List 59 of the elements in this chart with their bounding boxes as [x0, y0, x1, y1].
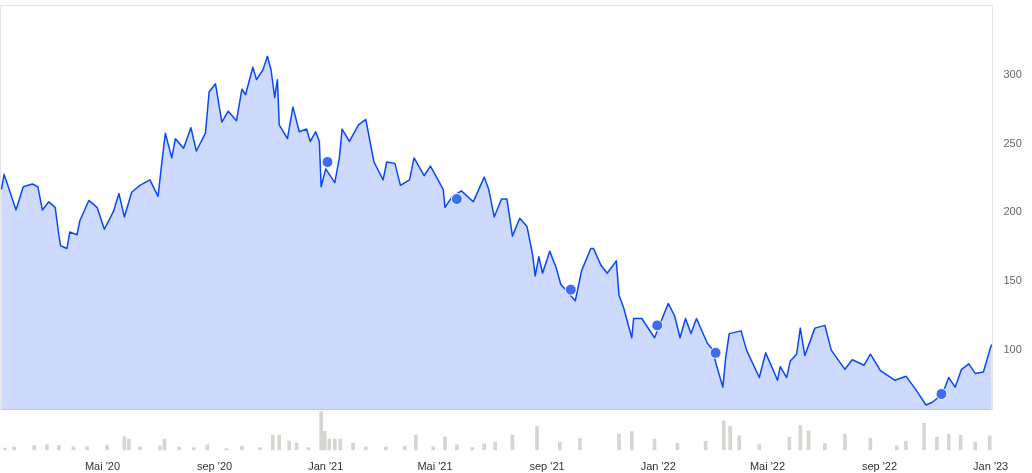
y-tick-label: 300	[1003, 68, 1022, 81]
point	[935, 388, 948, 401]
bar	[629, 431, 634, 451]
x-tick-label: sep '20	[197, 459, 233, 472]
bar	[319, 411, 323, 451]
bar	[904, 441, 908, 451]
bar	[757, 444, 762, 451]
bar	[45, 444, 49, 451]
bar	[721, 420, 726, 451]
bar	[258, 447, 262, 451]
bar	[205, 444, 210, 451]
bar	[56, 445, 61, 451]
x-tick-label: Mai '22	[749, 459, 786, 472]
bar	[843, 433, 847, 451]
bar	[443, 436, 447, 451]
bar	[271, 434, 275, 451]
bar	[403, 445, 407, 451]
bar	[973, 441, 978, 451]
bar	[737, 435, 742, 451]
bar	[240, 445, 244, 451]
bar	[895, 445, 899, 451]
bar	[277, 434, 282, 451]
y-tick-label: 250	[1003, 136, 1022, 149]
bar	[414, 434, 418, 451]
bar	[935, 436, 939, 451]
bar	[482, 443, 487, 451]
bar	[455, 444, 459, 451]
point	[321, 156, 334, 168]
bar	[617, 433, 621, 451]
x-tick-label: Jan '23	[973, 459, 1009, 472]
x-tick-label: Mai '20	[84, 459, 121, 472]
bar	[578, 437, 582, 451]
bar	[823, 443, 827, 451]
bar	[557, 441, 562, 451]
bar	[946, 433, 951, 451]
y-tick-label: 200	[1003, 205, 1022, 218]
point	[450, 193, 463, 206]
bar	[287, 440, 292, 451]
point	[564, 283, 577, 296]
bar	[493, 441, 497, 451]
bar	[351, 442, 355, 451]
bar	[987, 435, 992, 451]
point	[651, 319, 664, 332]
bar	[675, 443, 680, 451]
bar	[32, 445, 37, 451]
x-tick-label: sep '22	[861, 459, 898, 472]
y-tick-label: 150	[1003, 274, 1022, 287]
x-tick-label: Jan '22	[640, 459, 676, 472]
x-tick-label: sep '21	[529, 459, 565, 472]
bar	[922, 423, 926, 451]
bar	[798, 425, 803, 451]
bar	[105, 445, 109, 451]
bar	[535, 426, 539, 451]
point	[709, 346, 722, 359]
y-tick-label: 100	[1003, 342, 1022, 355]
bar	[728, 426, 732, 451]
bar	[127, 438, 131, 451]
x-tick-label: Jan '21	[308, 459, 344, 472]
x-tick-label: Mai '21	[417, 459, 453, 472]
